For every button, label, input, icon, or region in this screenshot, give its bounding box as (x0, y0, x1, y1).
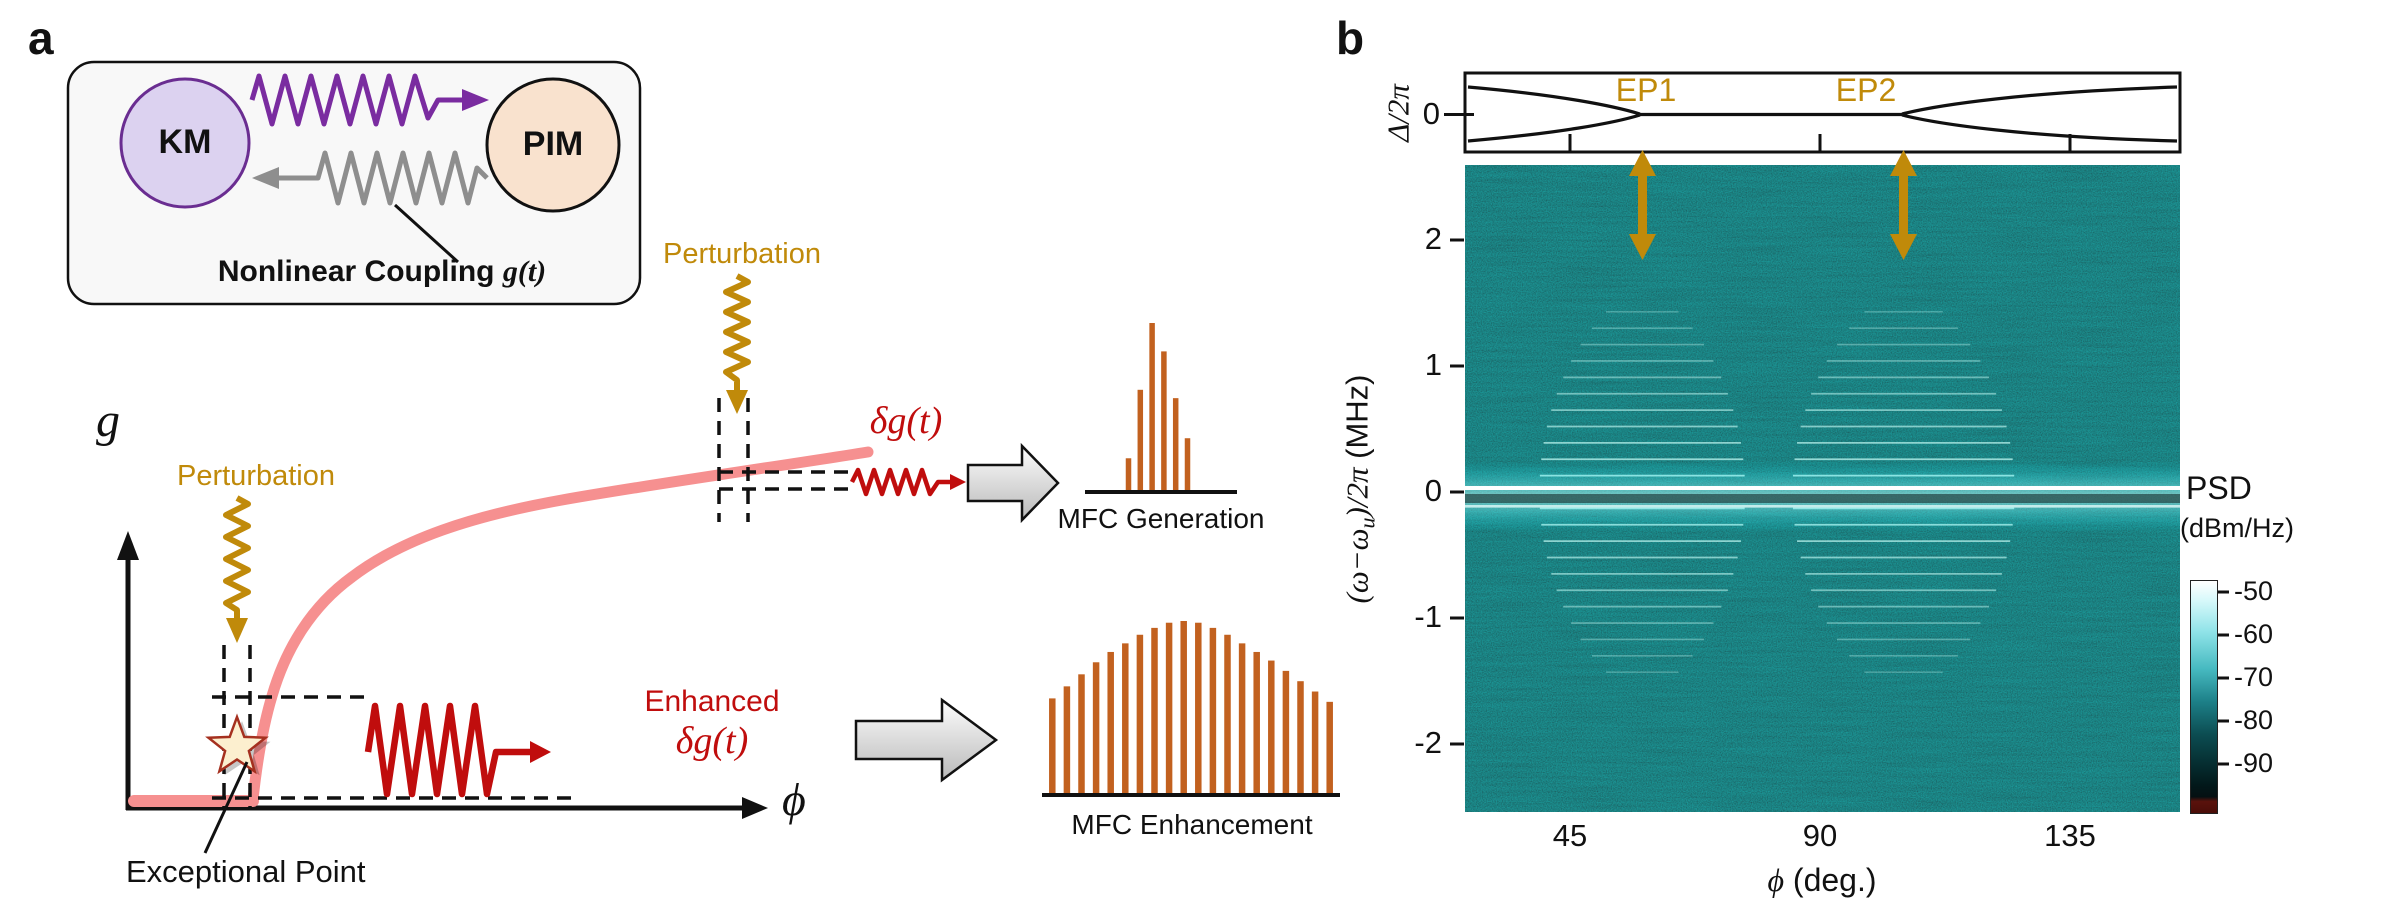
mfc-enhancement-comb (1049, 621, 1333, 793)
coupling-caption-math: g(t) (502, 255, 547, 288)
y-tick-neg1: -1 (1414, 599, 1442, 634)
x-tick-135: 135 (2044, 818, 2096, 853)
coupling-caption: Nonlinear Coupling g(t) (218, 256, 546, 288)
block-arrow-generation-icon (966, 442, 1060, 524)
heatmap-x-axis-label: ϕ (deg.) (1767, 862, 1877, 898)
psd-heatmap (1465, 165, 2180, 812)
ep1-label: EP1 (1615, 72, 1677, 108)
colorbar-ticks (2216, 590, 2229, 766)
pump-line (1465, 486, 2180, 490)
g-axis-label: g (96, 394, 120, 447)
mfc-generation-label: MFC Generation (1057, 503, 1265, 534)
enhanced-label: Enhanced (644, 685, 780, 718)
eigenvalue-zero-tick-label: 0 (1422, 96, 1440, 131)
exceptional-point-pointer-line (203, 761, 249, 854)
heatmap-y-ticks (1450, 238, 1464, 746)
y-label-post: )/2π (1339, 467, 1375, 518)
panel-b-label: b (1336, 12, 1365, 64)
y-tick-0: 0 (1424, 473, 1442, 508)
cb-tick-50: -50 (2234, 576, 2274, 606)
cb-tick-90: -90 (2234, 748, 2274, 778)
km-mode-circle (119, 77, 251, 209)
x-tick-45: 45 (1552, 818, 1588, 853)
cb-tick-70: -70 (2234, 662, 2274, 692)
purple-spring-icon (249, 73, 462, 127)
block-arrow-enhancement-icon (854, 697, 999, 783)
pim-mode-circle (485, 77, 621, 213)
phi-axis-arrowhead (742, 797, 768, 819)
gray-spring-icon (279, 150, 489, 206)
y-tick-1: 1 (1424, 347, 1442, 382)
coupling-caption-text: Nonlinear Coupling (217, 255, 503, 288)
perturbation-label-lower: Perturbation (177, 460, 335, 492)
ep1-arrow-icon (1629, 150, 1656, 260)
x-label-unit: (deg.) (1784, 862, 1877, 898)
psd-colorbar (2190, 580, 2218, 814)
perturbation-spring-upper-icon (723, 273, 751, 414)
g-axis-arrowhead (117, 531, 139, 560)
eigenvalue-branches (1467, 85, 2178, 143)
secondary-line (1465, 505, 2180, 508)
y-label-sub: u (1354, 517, 1380, 529)
small-delta-g-wave-icon (849, 467, 966, 497)
heatmap-y-axis-label: (ω−ωu)/2π (MHz) (1339, 374, 1380, 604)
ep2-arrow-icon (1890, 150, 1917, 260)
mfc-generation-comb (1125, 323, 1191, 490)
cb-tick-80: -80 (2234, 705, 2274, 735)
mfc-enhancement-label: MFC Enhancement (1071, 809, 1313, 840)
eigenvalue-x-ticks (1568, 134, 2072, 152)
eigenvalue-plot-box (1463, 71, 2182, 154)
pim-label: PIM (522, 125, 584, 164)
enhanced-delta-g-wave-icon (364, 702, 551, 798)
exceptional-point-label: Exceptional Point (126, 854, 366, 889)
y-label-unit: (MHz) (1339, 374, 1375, 468)
y-tick-neg2: -2 (1414, 725, 1442, 760)
km-label: KM (158, 123, 212, 162)
perturbation-spring-lower-icon (223, 495, 251, 643)
panel-a-label: a (28, 12, 54, 64)
y-label-pre: (ω−ω (1339, 528, 1375, 604)
purple-spring-arrowhead (462, 89, 489, 111)
perturbation-label-upper: Perturbation (663, 238, 821, 270)
x-tick-90: 90 (1802, 818, 1838, 853)
phi-axis-label: ϕ (782, 774, 806, 825)
ep2-label: EP2 (1835, 72, 1897, 108)
x-label-phi: ϕ (1767, 862, 1785, 898)
pink-coupling-curve (247, 446, 874, 805)
upper-dashed-guides (717, 398, 852, 522)
psd-units: (dBm/Hz) (2180, 513, 2294, 543)
gray-spring-arrowhead (252, 167, 279, 189)
enhanced-delta-g-label: δg(t) (675, 720, 749, 762)
caption-pointer-line (393, 203, 460, 264)
ep-dashed-guides (212, 645, 575, 810)
psd-title: PSD (2186, 470, 2252, 506)
y-tick-2: 2 (1424, 221, 1442, 256)
exceptional-point-star-icon (205, 713, 269, 775)
cb-tick-60: -60 (2234, 619, 2274, 649)
delta-g-label: δg(t) (869, 400, 943, 442)
